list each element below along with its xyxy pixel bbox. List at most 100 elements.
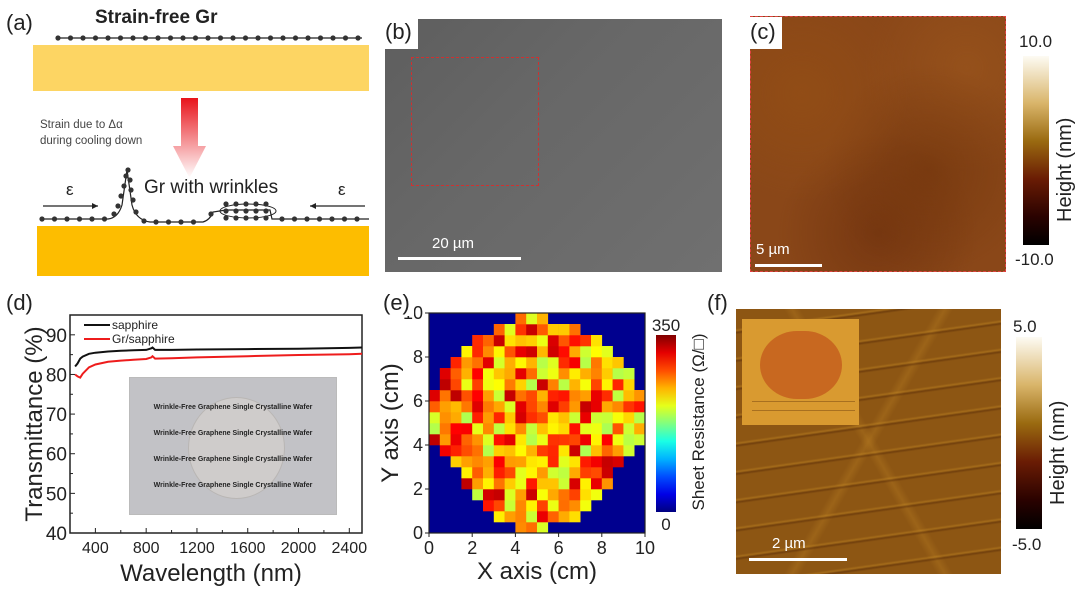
heatmap-cell (450, 423, 462, 435)
heatmap-cell (558, 357, 570, 369)
heatmap-cell (547, 434, 559, 446)
heatmap-cell (591, 335, 603, 347)
heatmap-cell (537, 313, 549, 325)
heatmap-cell (612, 412, 624, 424)
carbon-atom (305, 35, 311, 41)
scale-bar-label-f: 2 µm (772, 535, 806, 552)
heatmap-cell (591, 368, 603, 380)
heatmap-cell (558, 489, 570, 501)
heatmap-cell (526, 478, 538, 490)
panel-b-label: (b) (383, 17, 418, 49)
y-tick-label: 80 (46, 365, 67, 386)
heatmap-cell (526, 467, 538, 479)
y-tick-label: 90 (46, 326, 67, 347)
carbon-atom (263, 208, 269, 214)
heatmap-cell (429, 412, 441, 424)
heatmap-cell (537, 522, 549, 534)
heatmap-cell (515, 346, 527, 358)
colorbar-c-title: Height (nm) (1054, 117, 1076, 222)
heatmap-cell (558, 423, 570, 435)
carbon-atom (165, 219, 172, 225)
x-tick-label: 400 (82, 540, 109, 557)
carbon-atom (263, 215, 269, 221)
carbon-atom (80, 35, 86, 41)
heatmap-cell (461, 478, 473, 490)
heatmap-cell (515, 390, 527, 402)
colorbar-e-title: Sheet Resistance (Ω/□) (689, 334, 708, 511)
heatmap-cell (623, 401, 635, 413)
panel-e-label: (e) (383, 290, 414, 316)
heatmap-cell (504, 489, 516, 501)
heatmap-cell (634, 401, 646, 413)
heatmap-cell (526, 445, 538, 457)
heatmap-cell (429, 390, 441, 402)
heatmap-cell (537, 368, 549, 380)
carbon-atom (253, 208, 259, 214)
heatmap-cell (461, 357, 473, 369)
heatmap-cell (450, 357, 462, 369)
heatmap-cell (591, 445, 603, 457)
carbon-atom (89, 216, 95, 222)
heatmap-cell (483, 423, 495, 435)
colorbar-e-min: 0 (661, 515, 670, 534)
heatmap-cell (591, 357, 603, 369)
heatmap-cell (483, 335, 495, 347)
graphene-atoms-flat (55, 35, 361, 41)
heatmap-cell (569, 368, 581, 380)
heatmap-cell (537, 500, 549, 512)
carbon-atom (291, 216, 298, 222)
heatmap-cell (472, 346, 484, 358)
carbon-atom (67, 35, 74, 41)
colorbar-c-min: -10.0 (1015, 250, 1054, 269)
substrate-bottom (37, 226, 369, 276)
heatmap-cell (547, 489, 559, 501)
legend-label: Gr/sapphire (112, 332, 175, 346)
carbon-atom (263, 201, 269, 207)
carbon-atom (233, 201, 239, 207)
carbon-atom (121, 183, 127, 189)
heatmap-cell (537, 324, 549, 336)
heatmap-cell (558, 467, 570, 479)
heatmap-cell (580, 467, 592, 479)
x-tick-label: 1200 (179, 540, 215, 557)
heatmap-cell (493, 456, 505, 468)
heatmap-cell (537, 478, 549, 490)
wafer-photo-inset: Wrinkle-Free Graphene Single Crystalline… (129, 377, 337, 515)
heatmap-cell (483, 401, 495, 413)
heatmap-cell (537, 412, 549, 424)
carbon-atom (167, 35, 174, 41)
heatmap-cell (601, 390, 613, 402)
carbon-atom (130, 197, 136, 203)
roi-dashed-box (411, 57, 539, 186)
heatmap-cell (472, 478, 484, 490)
heatmap-cell (461, 434, 473, 446)
heatmap-cell (526, 511, 538, 523)
heatmap-cell (493, 346, 505, 358)
inset-text-red: Wrinkle-Free Graphene Single Crystalline… (153, 404, 313, 411)
heatmap-cell (461, 456, 473, 468)
strain-symbol-left: ε (66, 180, 74, 199)
heatmap-cell (547, 456, 559, 468)
strain-symbol-right: ε (338, 180, 346, 199)
heatmap-cell (515, 401, 527, 413)
heatmap-cell (547, 467, 559, 479)
heatmap-cell (591, 412, 603, 424)
heatmap-cell (569, 511, 581, 523)
heatmap-cell (612, 456, 624, 468)
heatmap-cell (504, 434, 516, 446)
x-tick-label: 10 (635, 538, 655, 558)
heatmap-cell (483, 478, 495, 490)
heatmap-cell (569, 423, 581, 435)
heatmap-cell (504, 401, 516, 413)
heatmap-cell (526, 357, 538, 369)
carbon-atom (208, 211, 214, 217)
heatmap-cell (537, 423, 549, 435)
carbon-atom (118, 193, 124, 199)
transmittance-chart: 400 800 1200 1600 2000 2400 40 50 60 70 80 90 sapphi… (21, 314, 367, 587)
heatmap-cell (515, 434, 527, 446)
carbon-atom (342, 35, 349, 41)
heatmap-cell (601, 445, 613, 457)
heatmap-cell (558, 478, 570, 490)
carbon-atom (341, 216, 348, 222)
carbon-atom (123, 173, 129, 179)
